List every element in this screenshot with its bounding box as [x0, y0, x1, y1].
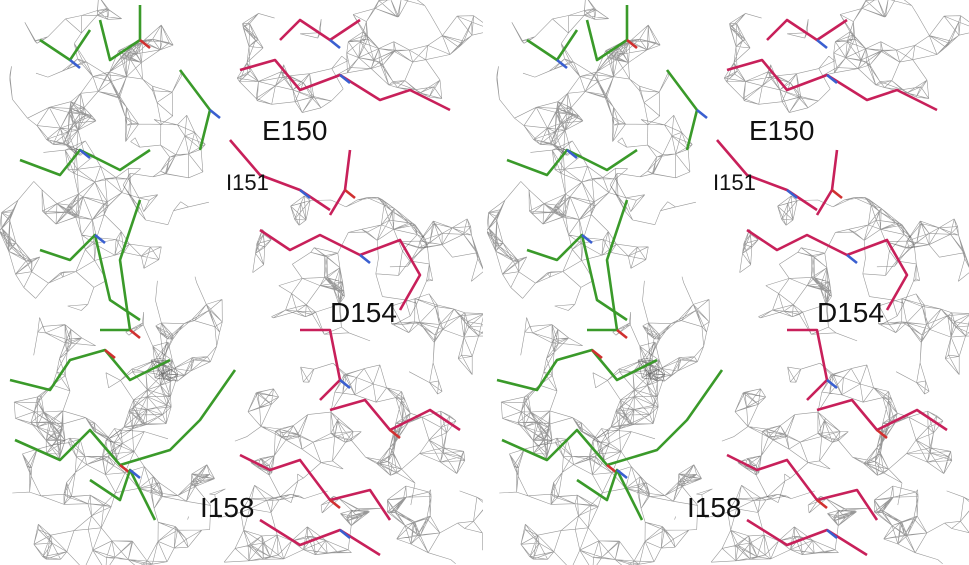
stereo-figure: E150 I151 D154 I158 E150 I151 D154 I158 [0, 0, 969, 565]
residue-label: I158 [200, 492, 255, 523]
page: {"panels": [ {"labels": ["E150", "I151",… [0, 0, 969, 565]
residue-label: I151 [226, 170, 269, 195]
residue-label: D154 [817, 297, 884, 328]
background [0, 0, 969, 565]
residue-label: E150 [749, 115, 814, 146]
residue-label: D154 [330, 297, 397, 328]
residue-label: I151 [713, 170, 756, 195]
residue-label: I158 [687, 492, 742, 523]
residue-label: E150 [262, 115, 327, 146]
